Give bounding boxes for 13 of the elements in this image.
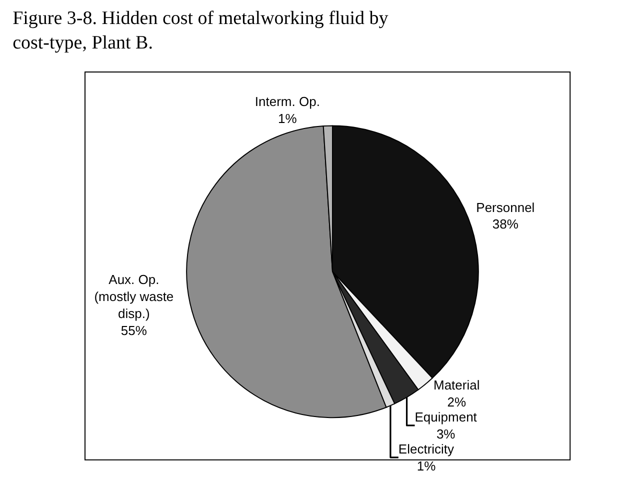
data-label: 1% [278, 110, 298, 126]
slice-label: Material [433, 378, 480, 393]
data-label: 55% [120, 322, 148, 338]
data-label: 1% [416, 458, 436, 474]
slice-label: Personnel [476, 200, 535, 215]
chart-title: Figure 3-8. Hidden cost of metalworking fluid by cost-type, Plant B. [12, 8, 389, 54]
data-label: 2% [447, 394, 466, 410]
slice-label: Aux. Op. (mostly waste disp.) [94, 272, 174, 322]
data-label: 3% [436, 426, 456, 442]
slice-label: Equipment [414, 410, 478, 425]
slice-label: Interm. Op. [254, 94, 320, 109]
data-label: 38% [492, 216, 519, 232]
slice-label: Electricity [398, 441, 455, 456]
